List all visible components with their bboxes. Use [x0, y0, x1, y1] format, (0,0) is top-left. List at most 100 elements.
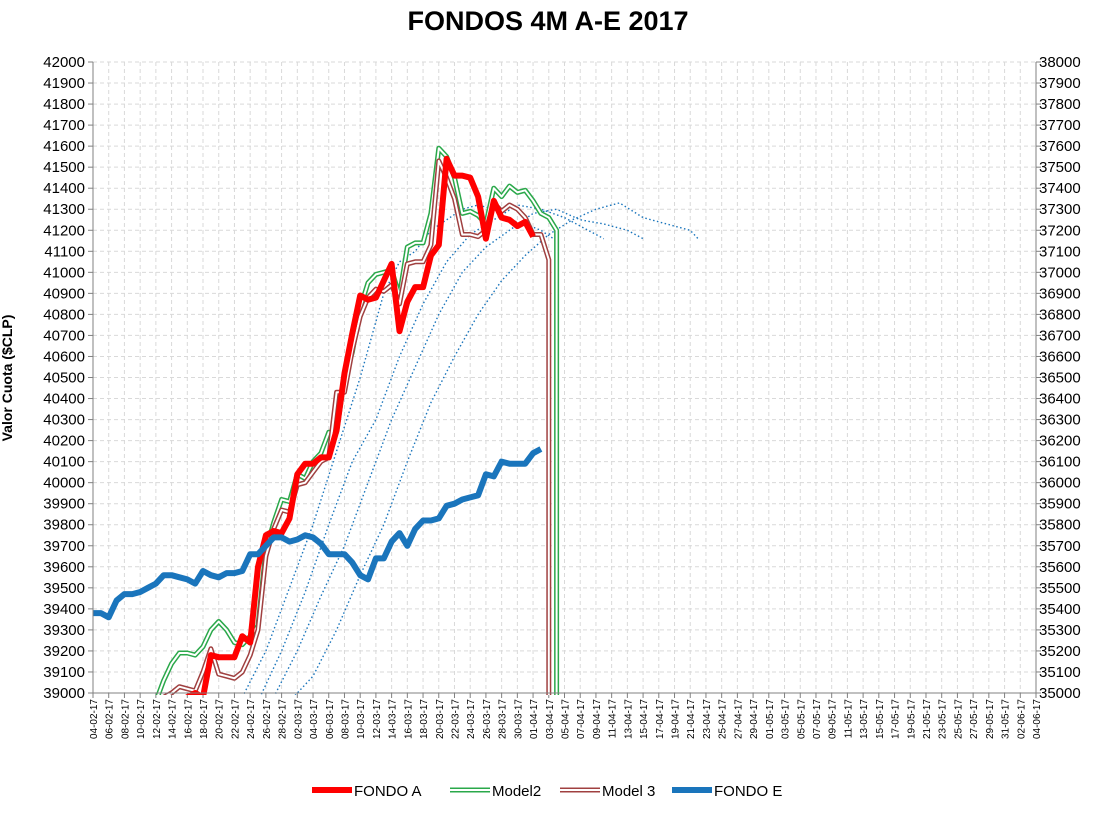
- x-tick-label: 12-02-17: [152, 699, 163, 739]
- x-tick-label: 02-06-17: [1016, 699, 1027, 739]
- y-tick-label-right: 35900: [1039, 496, 1081, 513]
- gridlines: [93, 61, 1037, 693]
- x-tick-label: 01-05-17: [765, 699, 776, 739]
- x-tick-label: 03-05-17: [781, 699, 792, 739]
- x-tick-label: 16-02-17: [183, 699, 194, 739]
- y-tick-label-right: 36500: [1039, 370, 1081, 387]
- y-tick-label-left: 41900: [43, 75, 85, 92]
- y-tick-label-left: 41700: [43, 117, 85, 134]
- y-tick-label-right: 35600: [1039, 559, 1081, 576]
- y-tick-label-left: 39500: [43, 580, 85, 597]
- x-tick-marks: [92, 693, 1037, 698]
- x-tick-label: 18-03-17: [419, 699, 430, 739]
- y-axis-left-ticks: 39000 39100 39200 39300 39400 39500 39600 39700…: [43, 54, 93, 702]
- x-tick-label: 29-04-17: [749, 699, 760, 739]
- x-tick-label: 29-05-17: [985, 699, 996, 739]
- y-tick-label-right: 37200: [1039, 222, 1081, 239]
- x-tick-label: 27-05-17: [969, 699, 980, 739]
- series-group: [93, 145, 699, 695]
- legend-label: Model2: [492, 783, 541, 800]
- y-tick-label-left: 41400: [43, 180, 85, 197]
- model2-line: [155, 145, 560, 695]
- y-tick-label-left: 41000: [43, 264, 85, 281]
- x-tick-label: 12-03-17: [372, 699, 383, 739]
- y-tick-label-right: 36000: [1039, 475, 1081, 492]
- y-tick-label-right: 35000: [1039, 685, 1081, 702]
- y-tick-label-right: 37500: [1039, 159, 1081, 176]
- y-tick-label-right: 35700: [1039, 538, 1081, 555]
- x-tick-label: 22-03-17: [450, 699, 461, 739]
- y-tick-label-right: 35800: [1039, 517, 1081, 534]
- y-tick-label-right: 35200: [1039, 643, 1081, 660]
- y-tick-label-left: 40900: [43, 285, 85, 302]
- x-tick-label: 21-04-17: [686, 699, 697, 739]
- y-tick-label-left: 41500: [43, 159, 85, 176]
- y-tick-label-right: 37700: [1039, 117, 1081, 134]
- y-tick-label-right: 37900: [1039, 75, 1081, 92]
- x-tick-label: 09-04-17: [592, 699, 603, 739]
- y-tick-label-left: 39800: [43, 517, 85, 534]
- x-tick-label: 10-02-17: [136, 699, 147, 739]
- y-tick-label-left: 40600: [43, 348, 85, 365]
- model2-line-inner: [157, 147, 558, 695]
- projection-4-line: [242, 204, 557, 695]
- y-tick-label-right: 36800: [1039, 306, 1081, 323]
- x-tick-label: 20-03-17: [435, 699, 446, 739]
- x-tick-label: 28-03-17: [498, 699, 509, 739]
- y-tick-label-left: 41300: [43, 201, 85, 218]
- y-tick-label-left: 42000: [43, 54, 85, 71]
- x-tick-label: 02-03-17: [293, 699, 304, 739]
- x-tick-label: 06-02-17: [105, 699, 116, 739]
- y-tick-label-right: 36300: [1039, 412, 1081, 429]
- x-tick-label: 09-05-17: [828, 699, 839, 739]
- y-tick-label-right: 35300: [1039, 622, 1081, 639]
- legend-item-fondo-a: FONDO A: [312, 783, 422, 800]
- chart-title: FONDOS 4M A-E 2017: [407, 6, 688, 36]
- y-tick-label-right: 37000: [1039, 264, 1081, 281]
- y-tick-label-left: 39300: [43, 622, 85, 639]
- y-tick-label-left: 39900: [43, 496, 85, 513]
- y-tick-label-left: 40800: [43, 306, 85, 323]
- x-tick-label: 14-03-17: [388, 699, 399, 739]
- y-tick-label-right: 36600: [1039, 348, 1081, 365]
- x-tick-label: 17-05-17: [891, 699, 902, 739]
- x-tick-label: 14-02-17: [168, 699, 179, 739]
- y-tick-label-right: 36200: [1039, 433, 1081, 450]
- x-tick-label: 26-03-17: [482, 699, 493, 739]
- y-tick-label-right: 37400: [1039, 180, 1081, 197]
- fondo-e-line: [93, 446, 543, 621]
- x-tick-label: 24-03-17: [466, 699, 477, 739]
- y-tick-label-left: 40300: [43, 412, 85, 429]
- x-tick-label: 04-03-17: [309, 699, 320, 739]
- y-tick-label-right: 37600: [1039, 138, 1081, 155]
- y-tick-label-left: 41800: [43, 96, 85, 113]
- x-tick-label: 17-04-17: [655, 699, 666, 739]
- x-tick-label: 23-05-17: [938, 699, 949, 739]
- y-tick-label-right: 37800: [1039, 96, 1081, 113]
- model-3-line: [162, 158, 552, 695]
- x-tick-label: 15-05-17: [875, 699, 886, 739]
- x-tick-label: 08-02-17: [120, 699, 131, 739]
- y-tick-label-left: 41100: [44, 243, 85, 260]
- x-tick-label: 25-04-17: [718, 699, 729, 739]
- x-tick-label: 18-02-17: [199, 699, 210, 739]
- x-tick-label: 05-05-17: [796, 699, 807, 739]
- x-tick-label: 28-02-17: [278, 699, 289, 739]
- y-tick-label-right: 37100: [1039, 243, 1081, 260]
- legend-item-model2: Model2: [450, 783, 541, 800]
- projection-6-line: [274, 208, 644, 695]
- x-tick-label: 27-04-17: [733, 699, 744, 739]
- x-tick-label: 04-02-17: [89, 699, 100, 739]
- x-tick-label: 13-04-17: [623, 699, 634, 739]
- x-tick-label: 11-05-17: [843, 699, 854, 739]
- y-tick-label-left: 39100: [43, 664, 85, 681]
- x-tick-label: 13-05-17: [859, 699, 870, 739]
- x-tick-label: 19-05-17: [906, 699, 917, 739]
- x-tick-label: 07-05-17: [812, 699, 823, 739]
- y-tick-label-left: 41200: [43, 222, 85, 239]
- y-tick-label-left: 39000: [43, 685, 85, 702]
- x-tick-label: 08-03-17: [340, 699, 351, 739]
- x-tick-label: 24-02-17: [246, 699, 257, 739]
- y-tick-label-right: 35400: [1039, 601, 1081, 618]
- y-tick-label-left: 39400: [43, 601, 85, 618]
